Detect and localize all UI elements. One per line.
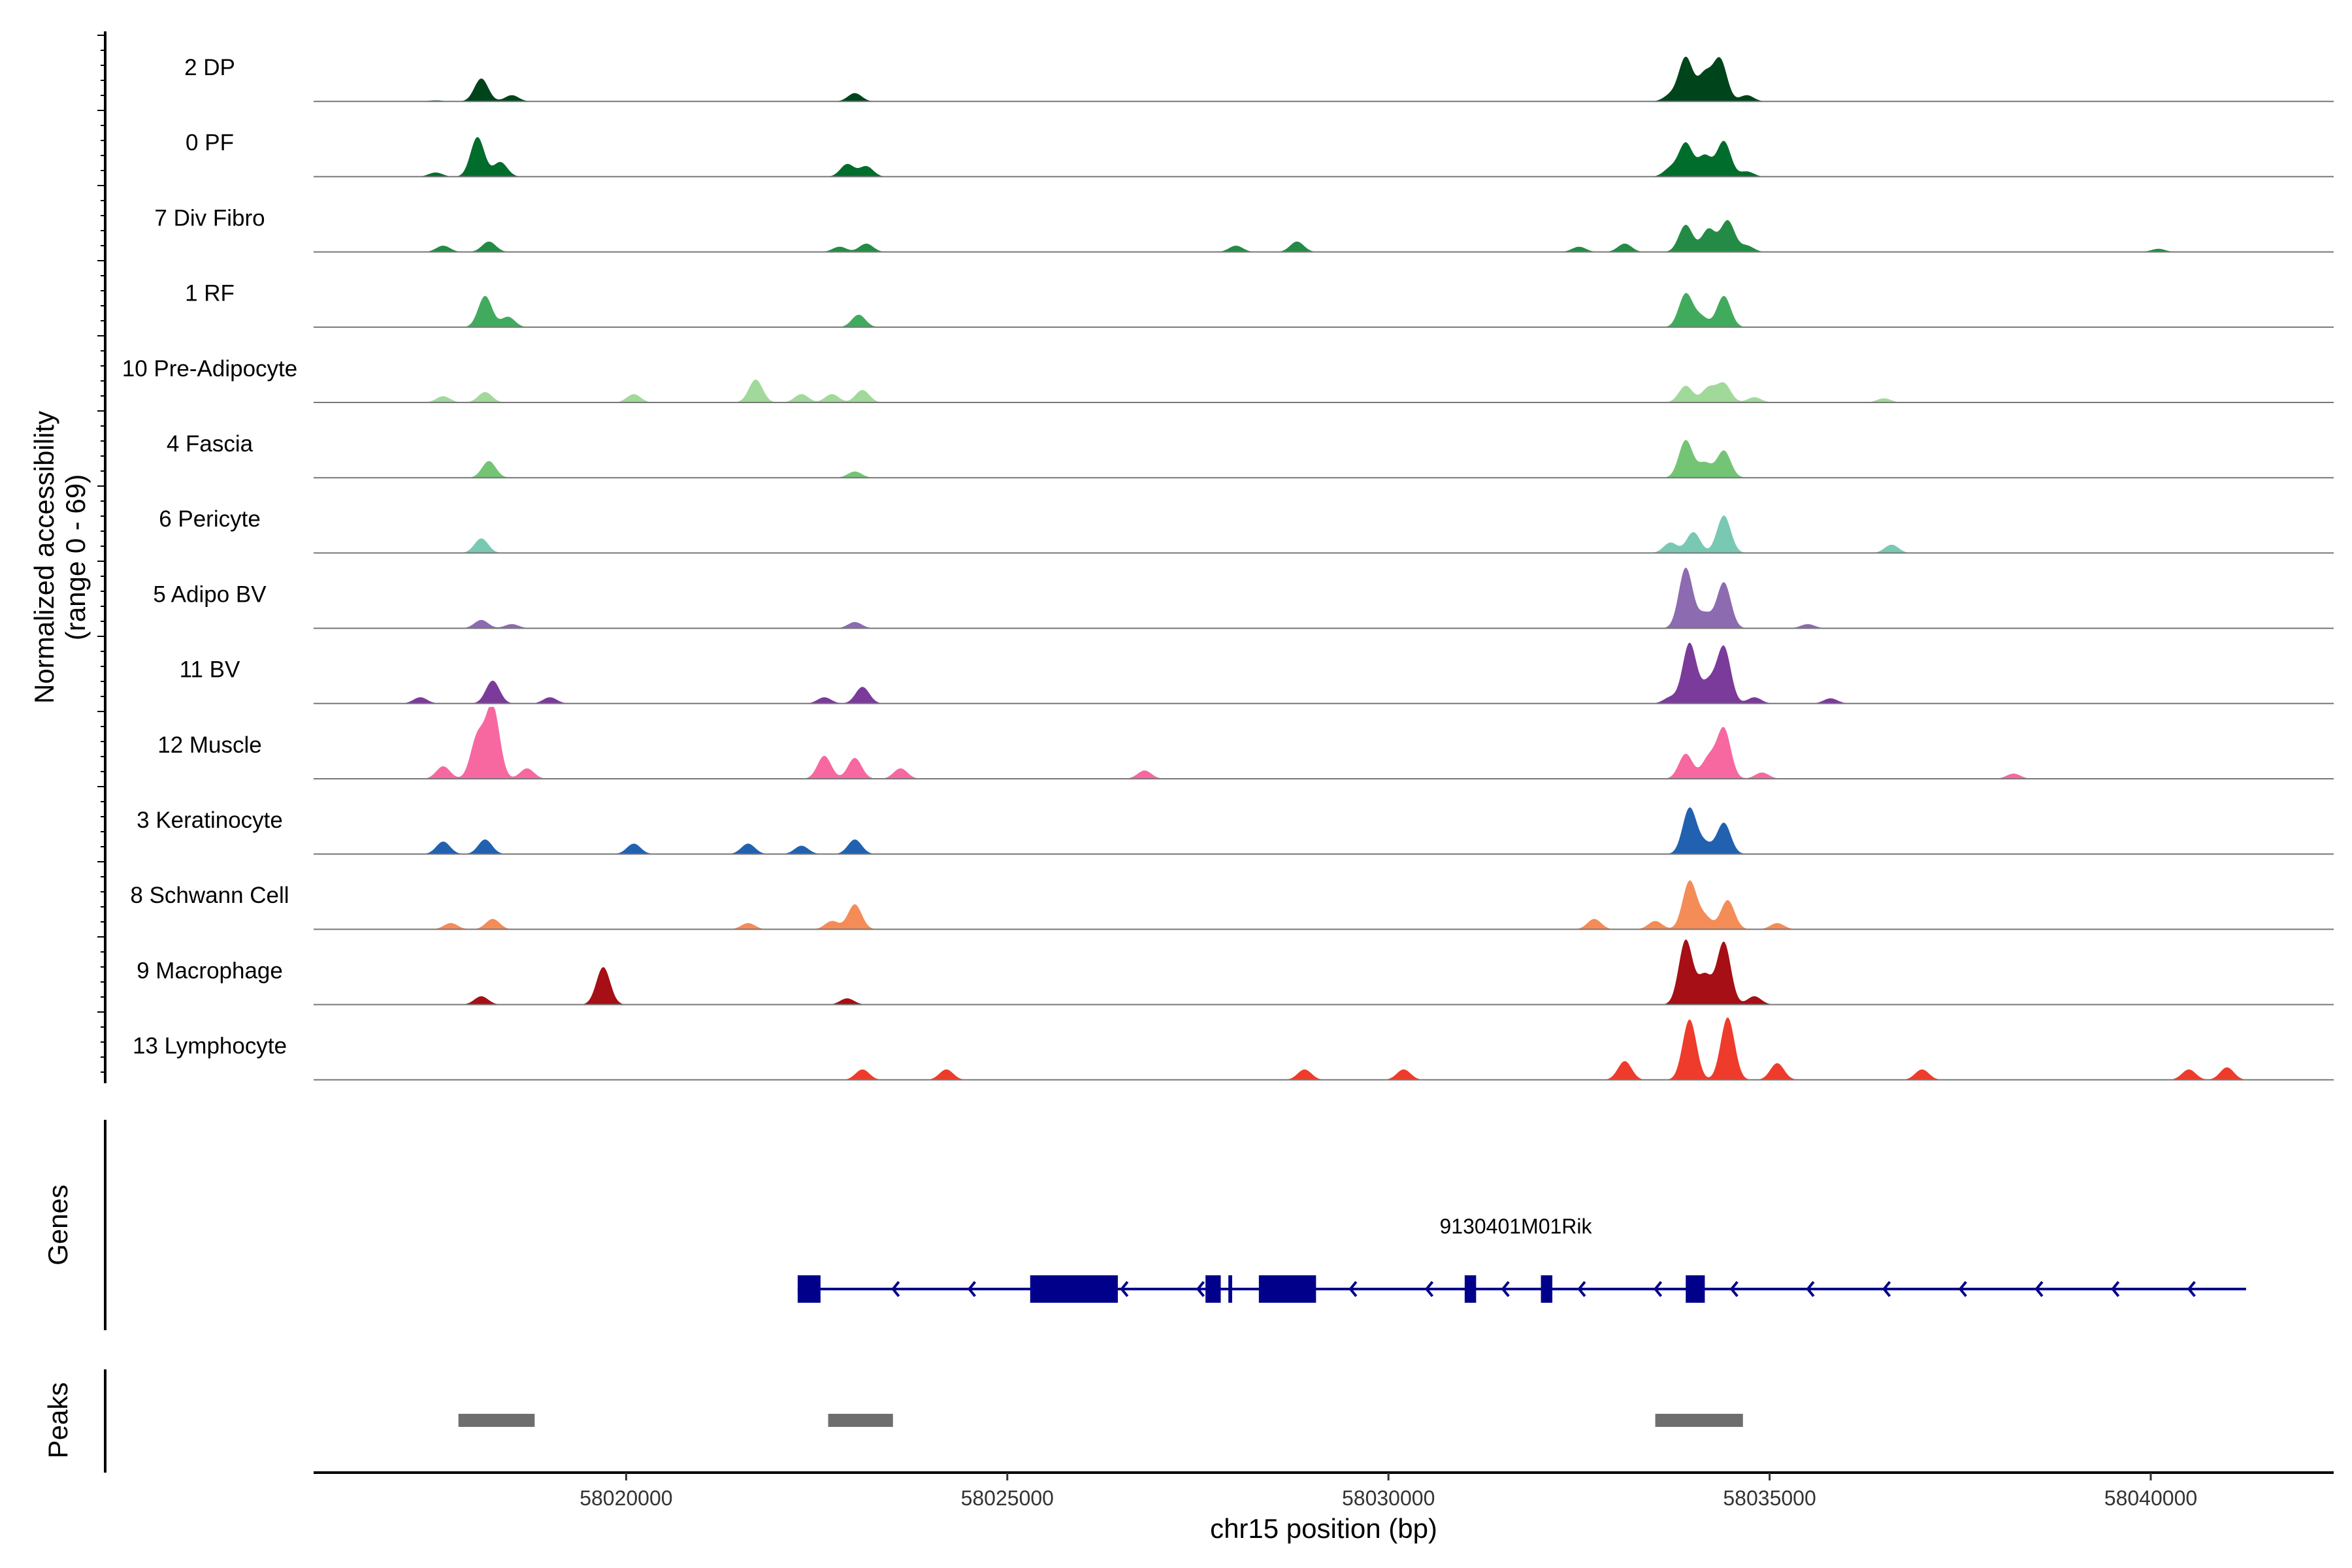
strand-arrow — [891, 1281, 900, 1298]
coverage-area — [314, 137, 2334, 177]
track-label: 4 Fascia — [167, 431, 253, 457]
coverage-area — [314, 1017, 2334, 1080]
x-tick-label: 58020000 — [580, 1486, 672, 1510]
track-label: 9 Macrophage — [137, 958, 283, 983]
track-5 — [314, 380, 2334, 403]
coverage-area — [314, 807, 2334, 855]
strand-arrow — [1806, 1281, 1815, 1298]
strand-arrow — [2111, 1281, 2120, 1298]
track-label: 11 BV — [180, 657, 240, 683]
track-label: 6 Pericyte — [159, 506, 261, 532]
peak-regions — [458, 1414, 1743, 1427]
strand-arrow — [1424, 1281, 1434, 1298]
strand-arrow — [1653, 1281, 1663, 1298]
track-label: 0 PF — [186, 130, 234, 155]
track-label: 12 Muscle — [157, 732, 262, 758]
x-tick-label: 58030000 — [1342, 1486, 1435, 1510]
x-tick-label: 58040000 — [2104, 1486, 2197, 1510]
gene-exon — [1258, 1275, 1316, 1303]
coverage-tracks — [314, 56, 2334, 1081]
coverage-area — [314, 707, 2334, 779]
strand-arrow — [967, 1281, 976, 1298]
strand-arrow — [1958, 1281, 1967, 1298]
track-13 — [314, 939, 2334, 1005]
track-7 — [314, 515, 2334, 554]
gene-track — [797, 1275, 2246, 1303]
track-label: 3 Keratinocyte — [137, 808, 283, 833]
coverage-area — [314, 293, 2334, 327]
strand-arrow — [1729, 1281, 1739, 1298]
strand-arrow — [1577, 1281, 1586, 1298]
gene-exon — [797, 1275, 821, 1303]
coverage-area — [314, 880, 2334, 930]
track-9 — [314, 642, 2334, 704]
coverage-area — [314, 380, 2334, 402]
peak-region-bar — [828, 1414, 893, 1427]
coverage-area — [314, 56, 2334, 102]
coverage-area — [314, 939, 2334, 1005]
coverage-area — [314, 515, 2334, 553]
track-label: 2 DP — [184, 55, 235, 80]
strand-arrow — [2034, 1281, 2044, 1298]
track-8 — [314, 567, 2334, 629]
x-tick-label: 58025000 — [961, 1486, 1054, 1510]
track-label: 13 Lymphocyte — [133, 1034, 287, 1059]
coverage-area — [314, 567, 2334, 629]
x-axis-ticks: 58020000 58025000 58030000 58035000 58040000 — [580, 1473, 2197, 1510]
strand-arrow — [1348, 1281, 1358, 1298]
track-14 — [314, 1017, 2334, 1081]
gene-exon — [1464, 1275, 1477, 1303]
strand-arrow — [1882, 1281, 1891, 1298]
track-11 — [314, 807, 2334, 855]
track-labels: 2 DP 0 PF 7 Div Fibro 1 RF 10 Pre-Adipocyte 4… — [122, 55, 297, 1059]
coverage-area — [314, 440, 2334, 478]
track-3 — [314, 220, 2334, 253]
y-axis-title: Normalized accessibility — [29, 411, 59, 704]
gene-exon — [1686, 1275, 1705, 1303]
gene-name-label: 9130401M01Rik — [1439, 1215, 1592, 1238]
x-axis-title: chr15 position (bp) — [1210, 1513, 1437, 1544]
track-10 — [314, 707, 2334, 779]
track-1 — [314, 56, 2334, 103]
strand-arrow — [1120, 1281, 1129, 1298]
track-4 — [314, 293, 2334, 328]
coverage-area — [314, 642, 2334, 704]
x-tick-label: 58035000 — [1723, 1486, 1816, 1510]
peak-region-bar — [1655, 1414, 1743, 1427]
y-axis-ticks — [97, 35, 105, 1073]
track-label: 1 RF — [185, 281, 235, 306]
peak-region-bar — [458, 1414, 535, 1427]
gene-exon — [1030, 1275, 1118, 1303]
peaks-panel-label: Peaks — [42, 1382, 73, 1459]
strand-arrow — [1501, 1281, 1510, 1298]
gene-exon — [1541, 1275, 1553, 1303]
y-axis-subtitle: (range 0 - 69) — [60, 474, 91, 640]
coverage-area — [314, 220, 2334, 252]
track-label: 8 Schwann Cell — [130, 883, 289, 908]
gene-exon — [1205, 1275, 1221, 1303]
strand-arrow — [1196, 1281, 1205, 1298]
genes-panel-label: Genes — [42, 1184, 73, 1266]
strand-arrow — [2187, 1281, 2196, 1298]
track-6 — [314, 440, 2334, 479]
track-label: 10 Pre-Adipocyte — [122, 356, 297, 382]
track-label: 5 Adipo BV — [153, 581, 267, 607]
track-12 — [314, 880, 2334, 930]
track-2 — [314, 137, 2334, 178]
gene-exon — [1228, 1275, 1232, 1303]
track-label: 7 Div Fibro — [154, 205, 265, 231]
